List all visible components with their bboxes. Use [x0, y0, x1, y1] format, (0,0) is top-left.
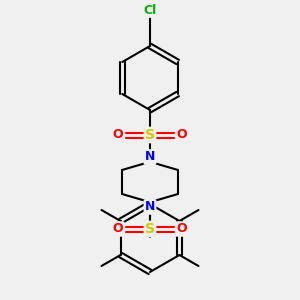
Text: N: N [145, 151, 155, 164]
Text: O: O [113, 128, 123, 142]
Text: O: O [177, 128, 187, 142]
Text: Cl: Cl [143, 4, 157, 16]
Text: N: N [145, 200, 155, 214]
Text: S: S [145, 222, 155, 236]
Text: O: O [177, 223, 187, 236]
Text: O: O [113, 223, 123, 236]
Text: S: S [145, 128, 155, 142]
